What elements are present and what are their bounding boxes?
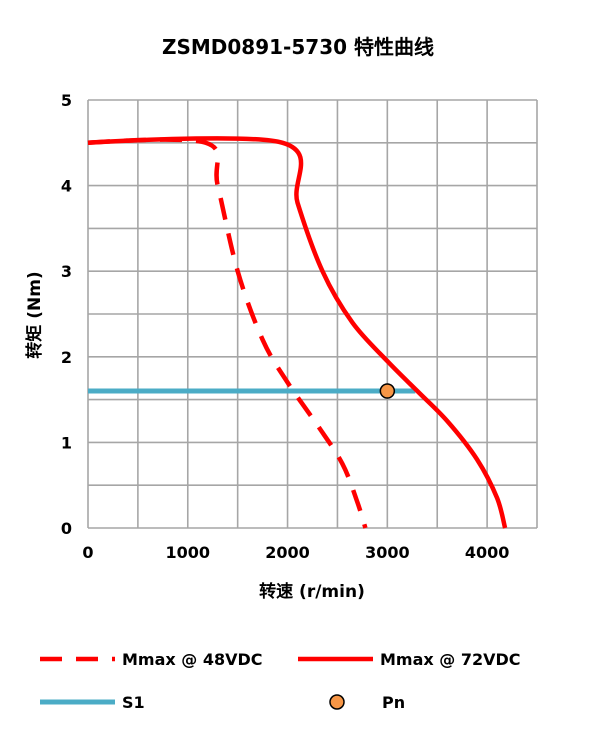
legend-label-mmax-48vdc: Mmax @ 48VDC <box>122 650 263 669</box>
series-line-mmax-72vdc <box>87 136 508 529</box>
y-tick-label: 2 <box>61 348 72 367</box>
x-tick-label: 3000 <box>365 543 410 562</box>
legend-label-mmax-72vdc: Mmax @ 72VDC <box>380 650 521 669</box>
x-tick-label: 1000 <box>166 543 211 562</box>
y-tick-labels: 0 1 2 3 4 5 <box>61 91 72 538</box>
legend-label-pn: Pn <box>382 693 405 712</box>
x-tick-label: 0 <box>82 543 93 562</box>
series-line-mmax-48vdc <box>87 137 368 529</box>
y-tick-label: 3 <box>61 262 72 281</box>
legend: Mmax @ 48VDC Mmax @ 72VDC S1 Pn <box>40 650 521 712</box>
legend-label-s1: S1 <box>122 693 145 712</box>
chart-title: ZSMD0891-5730 特性曲线 <box>162 35 434 59</box>
y-tick-label: 0 <box>61 519 72 538</box>
grid <box>87 99 538 529</box>
legend-marker-pn <box>329 694 345 710</box>
series-lines <box>87 136 508 529</box>
y-tick-label: 1 <box>61 433 72 452</box>
x-tick-label: 2000 <box>265 543 310 562</box>
x-axis-label: 转速 (r/min) <box>259 581 365 602</box>
series-marker-pn <box>379 383 396 399</box>
y-axis-label: 转矩 (Nm) <box>24 271 45 358</box>
x-tick-labels: 0 1000 2000 3000 4000 <box>82 543 509 562</box>
y-tick-label: 4 <box>61 177 72 196</box>
x-tick-label: 4000 <box>465 543 510 562</box>
y-tick-label: 5 <box>61 91 72 110</box>
